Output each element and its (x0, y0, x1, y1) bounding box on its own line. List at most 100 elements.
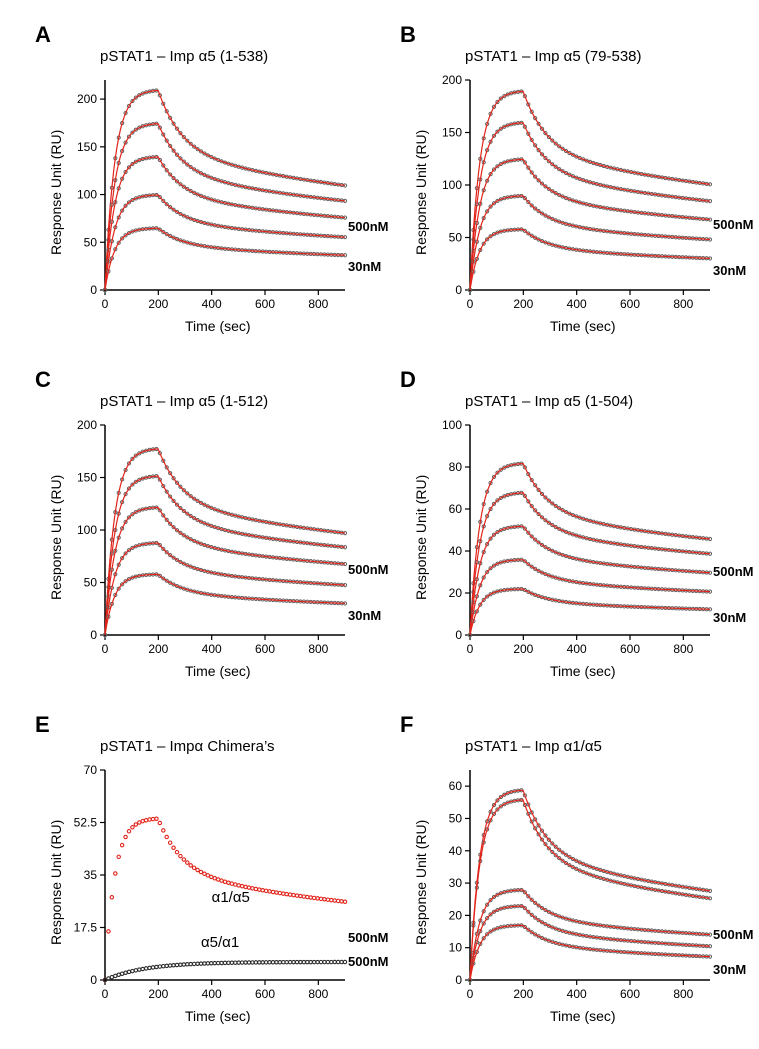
svg-text:400: 400 (202, 297, 222, 311)
panel-letter: A (35, 22, 51, 48)
svg-text:0: 0 (90, 973, 97, 987)
x-axis-label: Time (sec) (550, 663, 616, 679)
concentration-label: 500nM (713, 564, 753, 579)
svg-text:10: 10 (449, 941, 463, 955)
panel-title: pSTAT1 – Imp α5 (1-538) (100, 48, 268, 65)
svg-text:20: 20 (449, 586, 463, 600)
svg-text:70: 70 (84, 763, 98, 777)
svg-text:0: 0 (90, 283, 97, 297)
svg-text:600: 600 (255, 987, 275, 1001)
svg-text:800: 800 (308, 987, 328, 1001)
panel-plot: 0 200 400 600 800 0 17.5 35 52.5 70 α1/α5 α5/α1 (30, 710, 390, 1040)
svg-text:20: 20 (449, 908, 463, 922)
y-axis-label: Response Unit (RU) (413, 475, 429, 600)
panel-letter: B (400, 22, 416, 48)
x-axis-label: Time (sec) (185, 318, 251, 334)
panel-letter: D (400, 367, 416, 393)
panel-plot: 02004006008000102030405060 (395, 710, 755, 1040)
panel-title: pSTAT1 – Imp α5 (1-504) (465, 393, 633, 410)
panel-plot: 0200400600800050100150200 (30, 365, 390, 695)
svg-text:600: 600 (255, 642, 275, 656)
svg-text:0: 0 (90, 628, 97, 642)
svg-text:600: 600 (620, 297, 640, 311)
concentration-label: 30nM (348, 259, 381, 274)
panel-letter: C (35, 367, 51, 393)
svg-text:600: 600 (255, 297, 275, 311)
svg-text:400: 400 (567, 987, 587, 1001)
concentration-label: 30nM (713, 610, 746, 625)
svg-text:0: 0 (102, 642, 109, 656)
svg-text:0: 0 (102, 987, 109, 1001)
svg-text:400: 400 (567, 297, 587, 311)
svg-text:50: 50 (84, 235, 98, 249)
panel-C: CpSTAT1 – Imp α5 (1-512) Response Unit (R… (30, 365, 390, 695)
svg-text:600: 600 (620, 987, 640, 1001)
concentration-label: 500nM (713, 927, 753, 942)
x-axis-label: Time (sec) (185, 1008, 251, 1024)
svg-text:800: 800 (308, 642, 328, 656)
concentration-label: 30nM (713, 962, 746, 977)
svg-text:100: 100 (442, 178, 462, 192)
panel-letter: E (35, 712, 50, 738)
x-axis-label: Time (sec) (550, 318, 616, 334)
svg-text:800: 800 (673, 987, 693, 1001)
y-axis-label: Response Unit (RU) (413, 820, 429, 945)
y-axis-label: Response Unit (RU) (48, 475, 64, 600)
svg-text:600: 600 (620, 642, 640, 656)
svg-text:200: 200 (513, 642, 533, 656)
panel-D: DpSTAT1 – Imp α5 (1-504) Response Unit (R… (395, 365, 755, 695)
svg-text:35: 35 (84, 868, 98, 882)
x-axis-label: Time (sec) (185, 663, 251, 679)
svg-text:0: 0 (102, 297, 109, 311)
y-axis-label: Response Unit (RU) (48, 820, 64, 945)
svg-text:60: 60 (449, 502, 463, 516)
panel-title: pSTAT1 – Imp α1/α5 (465, 738, 602, 755)
svg-text:100: 100 (77, 188, 97, 202)
panel-letter: F (400, 712, 413, 738)
svg-text:200: 200 (148, 297, 168, 311)
svg-text:0: 0 (455, 628, 462, 642)
svg-text:0: 0 (455, 973, 462, 987)
panel-plot: 0200400600800050100150200 (395, 20, 755, 350)
svg-text:0: 0 (467, 297, 474, 311)
concentration-label: 500nM (348, 954, 388, 969)
svg-text:0: 0 (455, 283, 462, 297)
svg-text:80: 80 (449, 460, 463, 474)
curve-label: α1/α5 (212, 889, 250, 906)
svg-text:200: 200 (513, 297, 533, 311)
svg-text:800: 800 (308, 297, 328, 311)
svg-text:17.5: 17.5 (74, 921, 98, 935)
svg-text:50: 50 (449, 231, 463, 245)
svg-text:50: 50 (84, 576, 98, 590)
svg-text:60: 60 (449, 779, 463, 793)
panel-B: BpSTAT1 – Imp α5 (79-538)Response Unit (… (395, 20, 755, 350)
svg-text:40: 40 (449, 844, 463, 858)
svg-text:800: 800 (673, 642, 693, 656)
panel-A: ApSTAT1 – Imp α5 (1-538) Response Unit (R… (30, 20, 390, 350)
x-axis-label: Time (sec) (550, 1008, 616, 1024)
svg-text:200: 200 (77, 92, 97, 106)
svg-text:100: 100 (77, 523, 97, 537)
svg-text:150: 150 (77, 471, 97, 485)
panel-F: FpSTAT1 – Imp α1/α5 Response Unit (RU) Tim… (395, 710, 755, 1040)
concentration-label: 500nM (348, 219, 388, 234)
panel-title: pSTAT1 – Imp α5 (1-512) (100, 393, 268, 410)
svg-text:100: 100 (442, 418, 462, 432)
svg-text:40: 40 (449, 544, 463, 558)
svg-text:400: 400 (202, 987, 222, 1001)
svg-text:52.5: 52.5 (74, 816, 98, 830)
svg-text:150: 150 (442, 126, 462, 140)
svg-text:200: 200 (148, 642, 168, 656)
svg-text:200: 200 (148, 987, 168, 1001)
y-axis-label: Response Unit (RU) (48, 130, 64, 255)
concentration-label: 30nM (713, 263, 746, 278)
concentration-label: 30nM (348, 608, 381, 623)
svg-text:150: 150 (77, 140, 97, 154)
svg-text:50: 50 (449, 811, 463, 825)
svg-text:400: 400 (202, 642, 222, 656)
svg-text:30: 30 (449, 876, 463, 890)
svg-text:0: 0 (467, 642, 474, 656)
panel-plot: 0200400600800020406080100 (395, 365, 755, 695)
curve-label: α5/α1 (201, 934, 239, 951)
svg-text:200: 200 (442, 73, 462, 87)
